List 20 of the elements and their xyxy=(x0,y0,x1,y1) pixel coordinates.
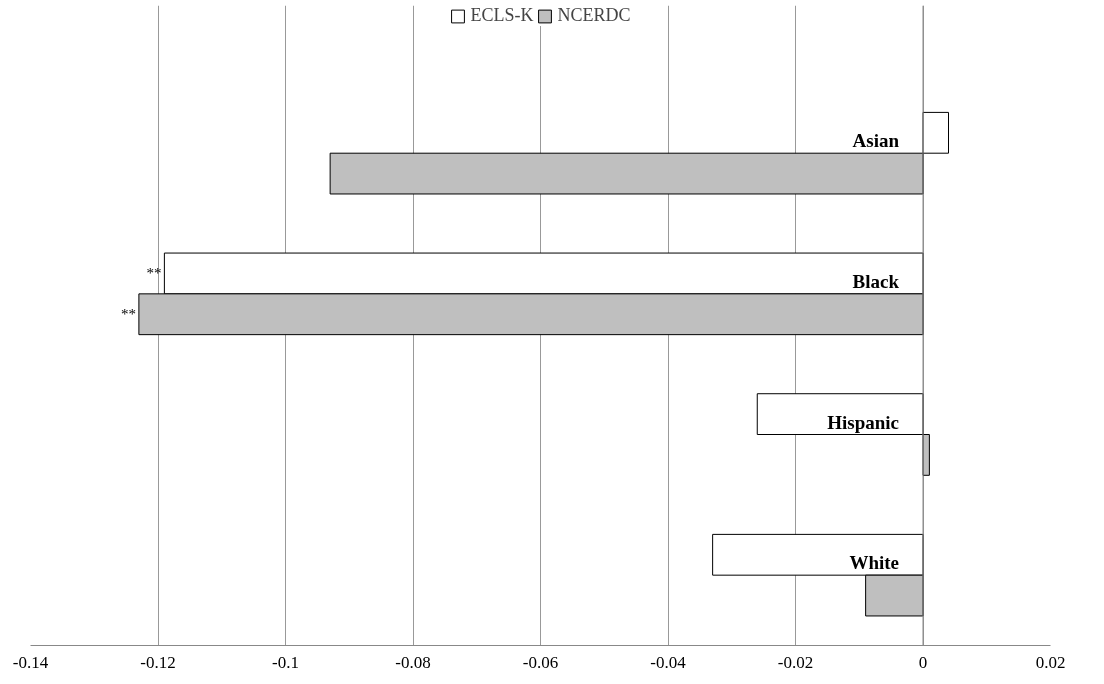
x-tick-label: 0 xyxy=(918,652,928,672)
x-tick-label: -0.08 xyxy=(395,652,431,672)
bar xyxy=(756,393,924,436)
x-tick-label: -0.02 xyxy=(777,652,814,672)
x-tick-label: -0.06 xyxy=(522,652,559,672)
legend-label: NCERDC xyxy=(557,5,631,26)
annotation: ** xyxy=(146,265,162,282)
y-tick-label: Hispanic xyxy=(827,411,900,433)
x-tick-label: 0.02 xyxy=(1035,652,1066,672)
y-tick-label: White xyxy=(849,552,899,574)
legend-label: ECLS-K xyxy=(470,5,534,26)
bar xyxy=(922,111,949,154)
x-tick-label: -0.12 xyxy=(140,652,176,672)
x-tick-label: -0.14 xyxy=(12,652,49,672)
annotation: ** xyxy=(120,306,136,323)
x-tick-label: -0.04 xyxy=(650,652,687,672)
x-tick-label: -0.1 xyxy=(272,652,299,672)
y-tick-label: Asian xyxy=(852,130,900,152)
bar xyxy=(329,152,924,195)
y-tick-label: Black xyxy=(852,270,900,292)
